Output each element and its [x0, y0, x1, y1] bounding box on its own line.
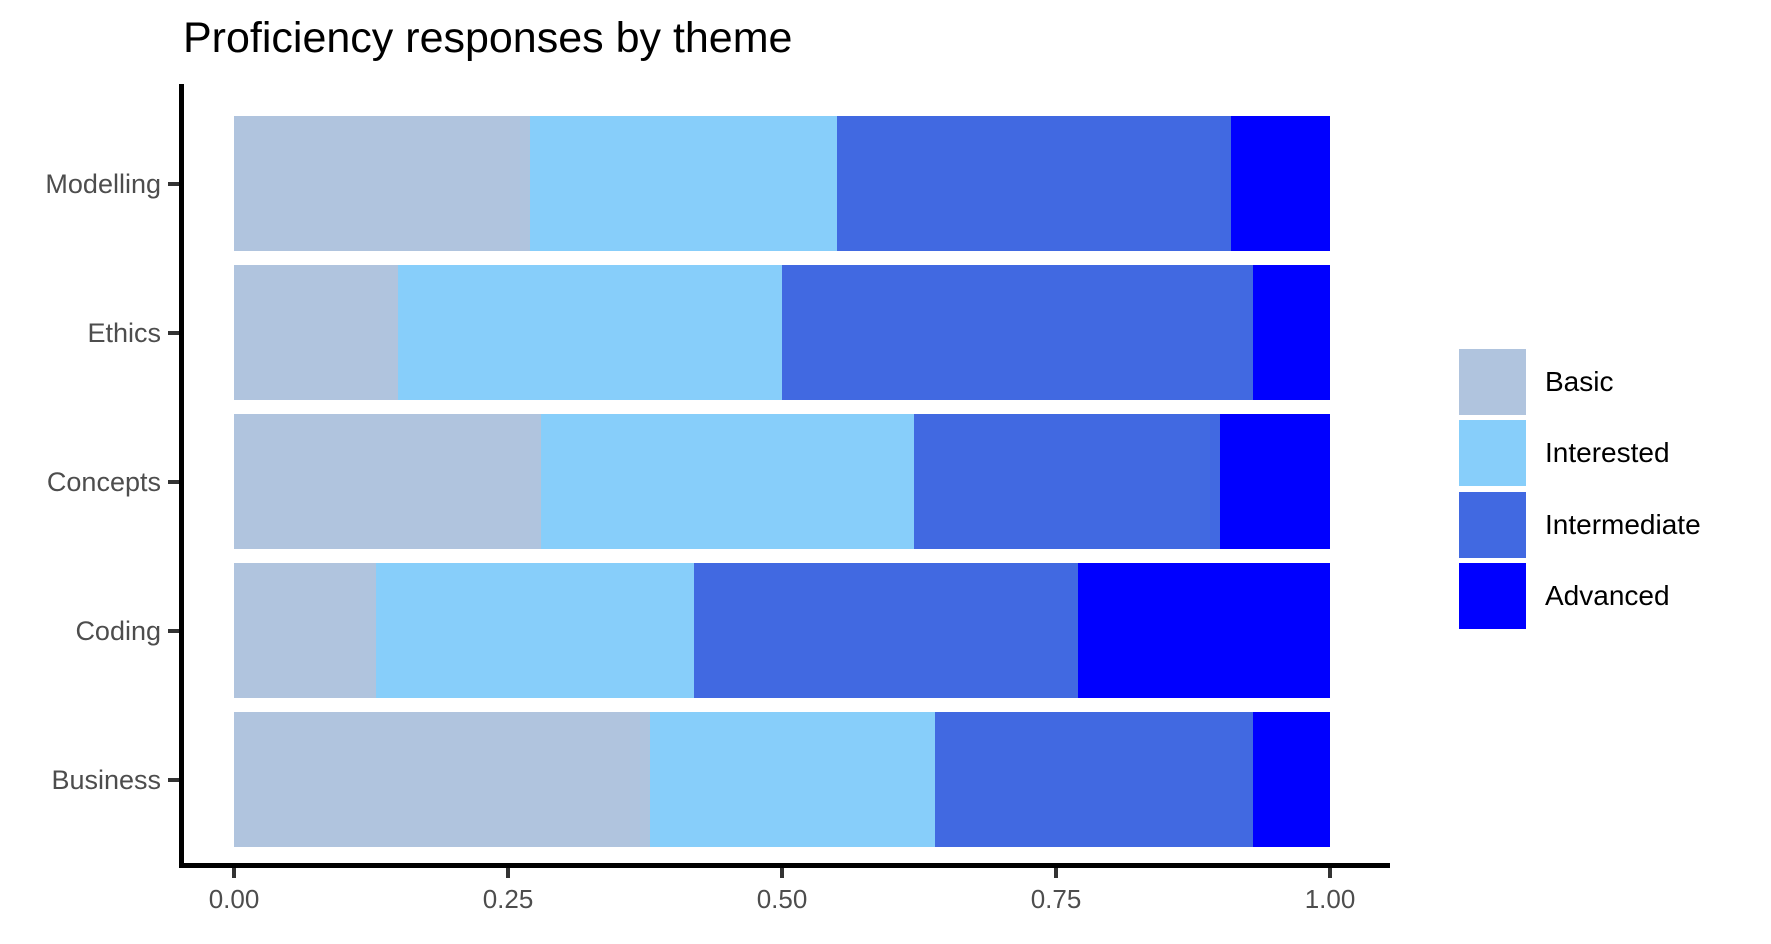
bar-row-concepts	[234, 414, 1330, 549]
legend-label-interested: Interested	[1545, 437, 1670, 468]
x-tick-mark	[232, 868, 236, 878]
bar-row-ethics	[234, 265, 1330, 400]
bar-segment-concepts-advanced	[1220, 414, 1330, 549]
legend-item-interested: Interested	[1459, 420, 1670, 486]
bar-segment-modelling-advanced	[1231, 116, 1330, 251]
bar-segment-business-intermediate	[935, 712, 1254, 847]
x-tick-label-1.00: 1.00	[1304, 884, 1356, 914]
y-tick-label-concepts: Concepts	[46, 467, 161, 497]
bar-segment-coding-advanced	[1077, 563, 1330, 698]
x-tick-mark	[506, 868, 510, 878]
y-tick-label-ethics: Ethics	[87, 318, 161, 348]
x-tick-mark	[1054, 868, 1058, 878]
legend-swatch-advanced	[1459, 563, 1526, 629]
legend-label-intermediate: Intermediate	[1545, 509, 1701, 540]
bar-segment-ethics-advanced	[1253, 265, 1330, 400]
y-tick-mark	[168, 480, 179, 484]
bar-segment-modelling-basic	[234, 116, 530, 251]
y-tick-label-coding: Coding	[75, 616, 161, 646]
y-tick-mark	[168, 331, 179, 335]
bar-segment-concepts-basic	[234, 414, 541, 549]
chart-title: Proficiency responses by theme	[183, 14, 793, 62]
x-tick-label-0.00: 0.00	[208, 884, 260, 914]
bar-segment-coding-basic	[234, 563, 377, 698]
legend-item-advanced: Advanced	[1459, 563, 1670, 629]
bar-row-business	[234, 712, 1330, 847]
bar-segment-ethics-intermediate	[781, 265, 1254, 400]
legend-swatch-interested	[1459, 420, 1526, 486]
y-tick-mark	[168, 629, 179, 633]
legend-label-basic: Basic	[1545, 366, 1614, 397]
bar-segment-modelling-intermediate	[836, 116, 1232, 251]
legend-item-basic: Basic	[1459, 349, 1613, 415]
x-tick-mark	[780, 868, 784, 878]
legend-swatch-intermediate	[1459, 492, 1526, 558]
bar-segment-business-basic	[234, 712, 651, 847]
y-tick-label-modelling: Modelling	[45, 169, 161, 199]
bar-row-modelling	[234, 116, 1330, 251]
x-tick-label-0.75: 0.75	[1030, 884, 1082, 914]
y-tick-mark	[168, 778, 179, 782]
bar-segment-concepts-intermediate	[913, 414, 1221, 549]
bar-segment-ethics-interested	[398, 265, 782, 400]
y-tick-mark	[168, 182, 179, 186]
x-tick-label-0.25: 0.25	[482, 884, 534, 914]
bar-segment-business-interested	[650, 712, 936, 847]
legend-label-advanced: Advanced	[1545, 580, 1670, 611]
legend-item-intermediate: Intermediate	[1459, 492, 1701, 558]
y-axis-line	[179, 84, 184, 868]
bar-segment-concepts-interested	[540, 414, 914, 549]
bar-segment-coding-intermediate	[694, 563, 1078, 698]
bar-segment-ethics-basic	[234, 265, 399, 400]
y-tick-label-business: Business	[51, 765, 161, 795]
x-axis-line	[179, 863, 1390, 868]
legend-swatch-basic	[1459, 349, 1526, 415]
bar-row-coding	[234, 563, 1330, 698]
x-tick-mark	[1328, 868, 1332, 878]
bar-segment-business-advanced	[1253, 712, 1330, 847]
bar-segment-coding-interested	[376, 563, 695, 698]
bar-segment-modelling-interested	[529, 116, 837, 251]
x-tick-label-0.50: 0.50	[756, 884, 808, 914]
